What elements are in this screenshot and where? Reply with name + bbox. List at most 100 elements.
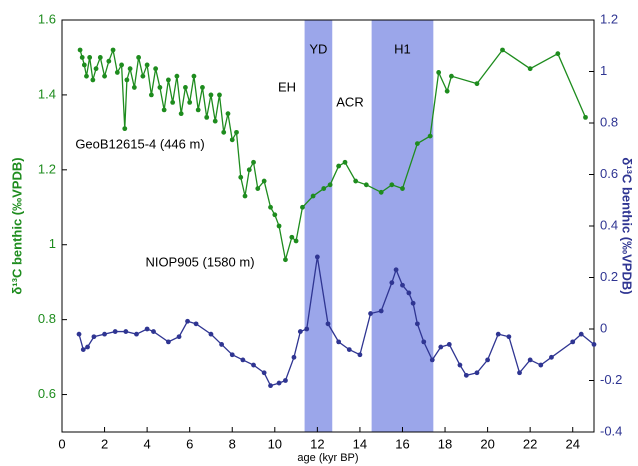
data-point [136,55,142,60]
data-point [124,77,130,83]
data-point [378,308,384,314]
data-point [578,331,584,337]
data-point [123,329,129,334]
data-point [378,189,384,195]
data-point [310,193,316,199]
data-point [363,182,369,188]
data-point [272,212,278,218]
data-point [191,73,197,79]
data-point [346,347,352,352]
data-point [127,66,133,72]
data-point [200,85,205,90]
data-point [457,362,463,368]
y-tick-label: 0.8 [38,311,56,326]
data-point [221,129,227,135]
data-point [342,159,348,165]
data-point [114,70,120,75]
data-point [446,342,452,347]
region-label: YD [309,41,327,56]
data-point [283,257,288,263]
x-tick-label: 18 [438,436,452,451]
data-point [76,331,82,337]
data-point [449,73,454,79]
data-point [429,357,435,363]
data-point [225,111,231,117]
y-tick-label: 1.2 [38,161,56,176]
data-point [238,174,244,180]
data-point [400,186,405,191]
data-point [438,344,444,350]
data-point [219,342,225,347]
data-point [166,339,171,345]
data-point [289,234,295,240]
annotation: ACR [336,94,363,109]
data-point [187,100,193,105]
data-point [500,47,505,53]
data-point [246,167,252,173]
data-point [538,362,544,368]
data-point [406,290,412,296]
data-point [157,85,163,90]
data-point [144,62,150,68]
data-point [255,186,261,191]
data-point [261,178,267,184]
series-line [79,47,587,260]
data-point [517,370,522,376]
data-point [176,334,182,340]
y-tick-label: 1 [49,236,56,251]
region-label: H1 [394,41,411,56]
x-tick-label: 20 [480,436,494,451]
data-point [297,329,303,334]
data-point [357,352,363,358]
data-point [527,357,533,363]
data-point [122,126,128,132]
data-point [353,178,359,184]
data-point [389,280,395,286]
data-point [400,282,405,288]
data-point [304,326,310,332]
data-point [85,344,90,350]
data-point [436,70,442,75]
data-point [327,182,333,188]
x-tick-label: 12 [310,436,324,451]
data-point [314,254,320,260]
data-point [251,159,256,165]
data-point [217,92,222,98]
data-point [474,81,480,87]
data-point [427,133,433,139]
x-axis-label: age (kyr BP) [297,452,358,464]
data-point [80,347,86,352]
data-point [93,66,99,72]
data-point [368,311,373,316]
data-point [140,73,146,79]
data-point [174,73,180,79]
data-point [583,114,588,120]
data-point [166,77,171,83]
data-point [389,182,395,188]
data-point [463,372,469,378]
data-point [268,204,273,210]
data-point [102,73,107,79]
data-point [151,329,156,334]
data-point [77,47,83,53]
data-point [336,163,342,169]
data-point [325,321,331,327]
data-point [410,300,416,306]
data-point [485,357,490,363]
data-point [251,362,256,368]
data-point [170,100,176,105]
data-point [336,339,342,345]
data-point [106,58,112,64]
data-point [549,354,554,360]
data-point [291,354,297,360]
data-point [183,85,188,90]
y2-tick-label: -0.4 [600,423,622,438]
data-point [240,357,246,363]
data-point [79,55,85,60]
series-label: GeoB12615-4 (446 m) [75,136,204,151]
x-tick-label: 10 [268,436,282,451]
data-point [242,193,248,199]
data-point [102,331,107,337]
data-point [321,186,327,191]
